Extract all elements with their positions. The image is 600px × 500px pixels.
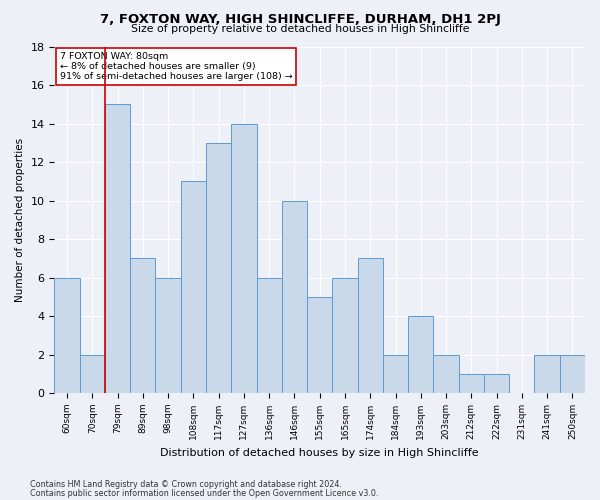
Text: 7 FOXTON WAY: 80sqm
← 8% of detached houses are smaller (9)
91% of semi-detached: 7 FOXTON WAY: 80sqm ← 8% of detached hou… <box>60 52 292 82</box>
Bar <box>484 374 509 393</box>
Bar <box>105 104 130 393</box>
Text: Contains public sector information licensed under the Open Government Licence v3: Contains public sector information licen… <box>30 488 379 498</box>
Bar <box>358 258 383 393</box>
Bar <box>560 354 585 393</box>
Bar <box>408 316 433 393</box>
Bar <box>231 124 257 393</box>
Bar <box>181 182 206 393</box>
Y-axis label: Number of detached properties: Number of detached properties <box>15 138 25 302</box>
Bar <box>206 143 231 393</box>
Bar <box>55 278 80 393</box>
Bar <box>332 278 358 393</box>
Text: 7, FOXTON WAY, HIGH SHINCLIFFE, DURHAM, DH1 2PJ: 7, FOXTON WAY, HIGH SHINCLIFFE, DURHAM, … <box>100 12 500 26</box>
Bar <box>130 258 155 393</box>
Bar <box>282 200 307 393</box>
X-axis label: Distribution of detached houses by size in High Shincliffe: Distribution of detached houses by size … <box>160 448 479 458</box>
Bar <box>257 278 282 393</box>
Bar <box>535 354 560 393</box>
Bar <box>458 374 484 393</box>
Bar <box>155 278 181 393</box>
Bar <box>433 354 458 393</box>
Text: Size of property relative to detached houses in High Shincliffe: Size of property relative to detached ho… <box>131 24 469 34</box>
Bar <box>307 297 332 393</box>
Bar <box>80 354 105 393</box>
Bar <box>383 354 408 393</box>
Text: Contains HM Land Registry data © Crown copyright and database right 2024.: Contains HM Land Registry data © Crown c… <box>30 480 342 489</box>
